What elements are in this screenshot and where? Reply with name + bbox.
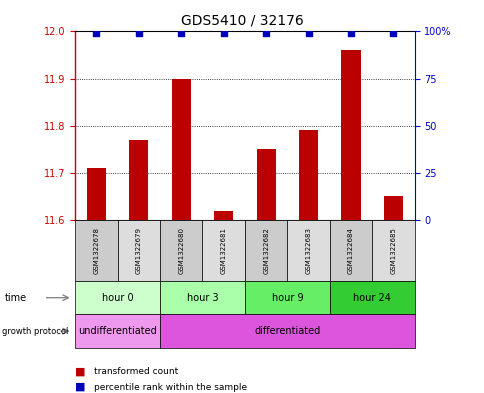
Text: undifferentiated: undifferentiated xyxy=(78,326,157,336)
Text: GSM1322679: GSM1322679 xyxy=(136,227,141,274)
Bar xyxy=(87,168,106,220)
Bar xyxy=(129,140,148,220)
Text: GSM1322681: GSM1322681 xyxy=(220,227,226,274)
Text: GSM1322682: GSM1322682 xyxy=(263,227,269,274)
Text: GSM1322680: GSM1322680 xyxy=(178,227,184,274)
Point xyxy=(262,30,270,37)
Text: GSM1322684: GSM1322684 xyxy=(348,227,353,274)
Text: differentiated: differentiated xyxy=(254,326,320,336)
Bar xyxy=(341,50,360,220)
Text: ■: ■ xyxy=(75,366,86,376)
Text: GSM1322683: GSM1322683 xyxy=(305,227,311,274)
Text: GSM1322678: GSM1322678 xyxy=(93,227,99,274)
Point xyxy=(135,30,142,37)
Text: time: time xyxy=(5,293,27,303)
Bar xyxy=(383,196,402,220)
Bar xyxy=(214,211,233,220)
Bar xyxy=(299,130,318,220)
Point xyxy=(177,30,185,37)
Text: GSM1322685: GSM1322685 xyxy=(390,227,395,274)
Text: growth protocol: growth protocol xyxy=(2,327,69,336)
Point xyxy=(92,30,100,37)
Text: percentile rank within the sample: percentile rank within the sample xyxy=(93,383,246,391)
Bar xyxy=(171,79,190,220)
Text: hour 0: hour 0 xyxy=(102,293,133,303)
Point xyxy=(347,30,354,37)
Text: hour 3: hour 3 xyxy=(186,293,218,303)
Text: hour 24: hour 24 xyxy=(352,293,391,303)
Point xyxy=(389,30,396,37)
Point xyxy=(304,30,312,37)
Text: hour 9: hour 9 xyxy=(271,293,302,303)
Bar xyxy=(256,149,275,220)
Text: transformed count: transformed count xyxy=(93,367,178,376)
Text: GDS5410 / 32176: GDS5410 / 32176 xyxy=(181,14,303,28)
Text: ■: ■ xyxy=(75,382,86,392)
Point xyxy=(219,30,227,37)
